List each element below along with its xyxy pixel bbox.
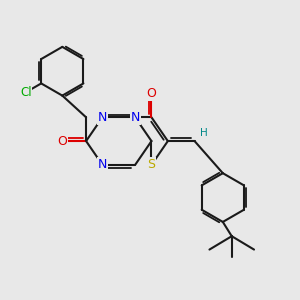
Text: N: N bbox=[130, 111, 140, 124]
Text: O: O bbox=[57, 135, 67, 148]
Text: O: O bbox=[146, 87, 156, 100]
Text: H: H bbox=[200, 128, 207, 138]
Text: S: S bbox=[148, 158, 155, 171]
Text: Cl: Cl bbox=[20, 86, 32, 99]
Text: N: N bbox=[98, 111, 107, 124]
Text: N: N bbox=[98, 158, 107, 171]
